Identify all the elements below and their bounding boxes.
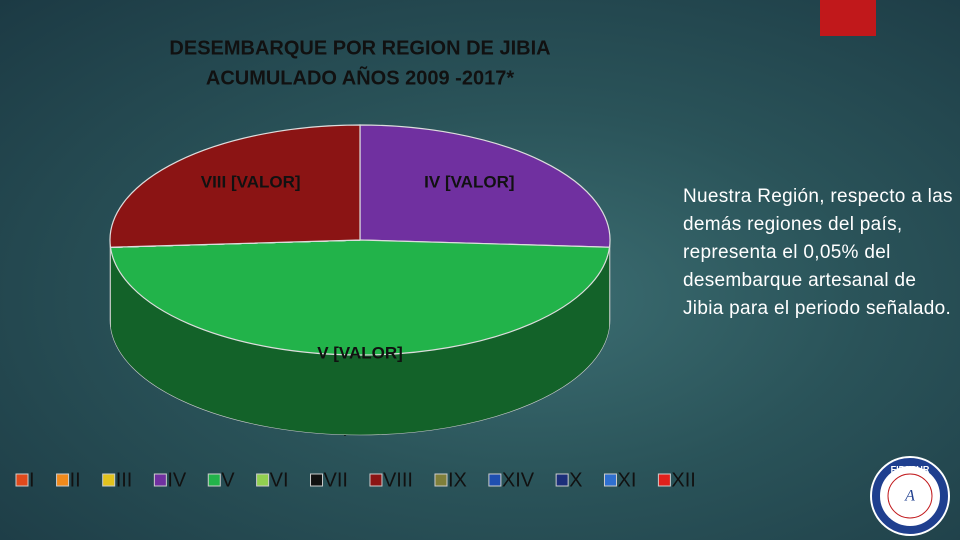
legend-swatch — [15, 473, 29, 487]
legend-label: II — [70, 469, 81, 491]
pie-slice — [109, 124, 361, 248]
legend-label: VII — [324, 469, 348, 491]
chart-subtitle: ACUMULADO AÑOS 2009 -2017* — [206, 66, 514, 89]
legend-swatch — [369, 473, 383, 487]
data-label: VIII [VALOR] — [201, 172, 301, 191]
legend-label: V — [221, 469, 235, 491]
legend-swatch — [434, 473, 448, 487]
legend-label: I — [29, 469, 35, 491]
legend-swatch — [555, 473, 569, 487]
note-text: Nuestra Región, respecto a las demás reg… — [683, 186, 953, 319]
legend-swatch — [56, 473, 70, 487]
legend-label: IX — [448, 469, 467, 491]
chart-title: DESEMBARQUE POR REGION DE JIBIA — [169, 37, 550, 59]
pie-slice — [359, 124, 611, 248]
legend-swatch — [603, 473, 617, 487]
svg-text:A: A — [904, 488, 915, 505]
legend-swatch — [207, 473, 221, 487]
data-label: V [VALOR] — [317, 343, 403, 362]
legend-swatch — [102, 473, 116, 487]
legend-swatch — [310, 473, 324, 487]
legend-swatch — [488, 473, 502, 487]
logo-text: FIPASUR — [891, 464, 930, 474]
pie-labels: IV [VALOR] V [VALOR] VIII [VALOR] — [201, 172, 515, 362]
pie-slice — [109, 239, 611, 356]
legend-swatch — [153, 473, 167, 487]
legend-label: XI — [617, 469, 636, 491]
logo: A — [870, 456, 950, 536]
legend-label: III — [116, 469, 133, 491]
legend-label: X — [569, 469, 582, 491]
legend-label: IV — [167, 469, 187, 491]
pie-top — [109, 124, 611, 356]
legend-label: VIII — [383, 469, 413, 491]
data-label: IV [VALOR] — [424, 172, 514, 191]
legend-label: XII — [671, 469, 695, 491]
legend-swatch — [256, 473, 270, 487]
legend-swatch — [657, 473, 671, 487]
accent-bar — [820, 0, 876, 36]
legend-label: XIV — [502, 469, 535, 491]
legend-label: VI — [270, 469, 289, 491]
